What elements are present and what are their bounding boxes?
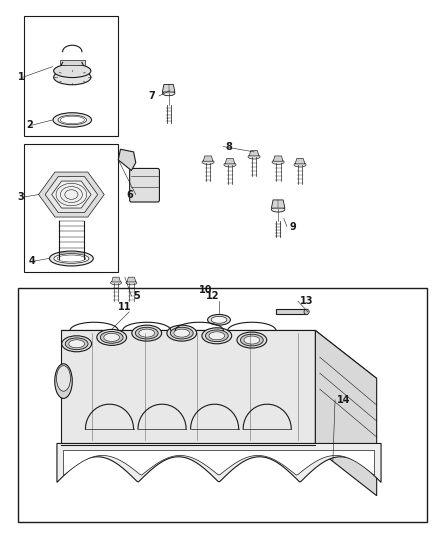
Ellipse shape [205,330,228,342]
Ellipse shape [132,325,162,341]
Ellipse shape [272,160,284,164]
Polygon shape [52,181,91,208]
Text: 1: 1 [18,72,24,82]
Bar [18,288,427,522]
Ellipse shape [62,336,92,352]
Ellipse shape [240,334,263,346]
Text: 2: 2 [26,120,33,130]
Ellipse shape [55,364,72,399]
Ellipse shape [100,332,123,343]
Ellipse shape [69,340,85,348]
Polygon shape [273,156,283,161]
Text: 11: 11 [118,302,131,312]
Text: 12: 12 [206,291,219,301]
Ellipse shape [170,327,193,339]
Ellipse shape [53,113,92,127]
Bar [276,309,307,314]
Ellipse shape [104,334,120,342]
Text: 13: 13 [300,296,314,306]
Polygon shape [249,151,259,156]
Ellipse shape [162,91,175,96]
Ellipse shape [208,314,230,325]
Polygon shape [61,330,315,448]
Ellipse shape [49,251,93,266]
Ellipse shape [224,163,236,167]
Ellipse shape [65,338,88,350]
Polygon shape [162,84,175,92]
Ellipse shape [54,64,91,78]
Polygon shape [112,277,120,282]
Text: 10: 10 [199,286,213,295]
Ellipse shape [209,332,225,340]
Polygon shape [57,443,381,482]
Ellipse shape [110,280,121,285]
Ellipse shape [57,366,71,391]
Text: 4: 4 [28,256,35,266]
Text: 3: 3 [18,192,24,202]
Polygon shape [45,176,98,213]
Ellipse shape [54,70,91,85]
Ellipse shape [202,160,214,164]
Text: 5: 5 [134,291,140,301]
Ellipse shape [135,327,158,339]
Text: 7: 7 [149,91,155,101]
Polygon shape [315,330,377,496]
Ellipse shape [139,329,155,337]
Ellipse shape [237,332,267,348]
Polygon shape [272,200,285,208]
Polygon shape [225,159,235,164]
Text: 6: 6 [127,190,134,199]
Ellipse shape [294,163,306,167]
Ellipse shape [304,309,309,314]
Text: 8: 8 [226,142,233,151]
Text: 9: 9 [289,222,296,231]
Ellipse shape [126,280,137,285]
FancyBboxPatch shape [130,168,159,202]
Ellipse shape [97,329,127,345]
Polygon shape [118,149,136,171]
Polygon shape [203,156,213,161]
Polygon shape [61,330,377,378]
Ellipse shape [58,115,87,125]
Bar [60,60,85,65]
Text: 14: 14 [337,395,351,405]
Ellipse shape [272,207,285,212]
Ellipse shape [211,316,227,323]
Polygon shape [127,277,136,282]
Polygon shape [39,172,104,217]
Bar [24,16,118,136]
Ellipse shape [202,328,232,344]
Ellipse shape [248,155,260,159]
Ellipse shape [174,329,190,337]
Ellipse shape [54,254,89,263]
Polygon shape [64,450,374,475]
Ellipse shape [244,336,260,344]
Ellipse shape [167,325,197,341]
Bar [24,144,118,272]
Polygon shape [295,159,305,164]
